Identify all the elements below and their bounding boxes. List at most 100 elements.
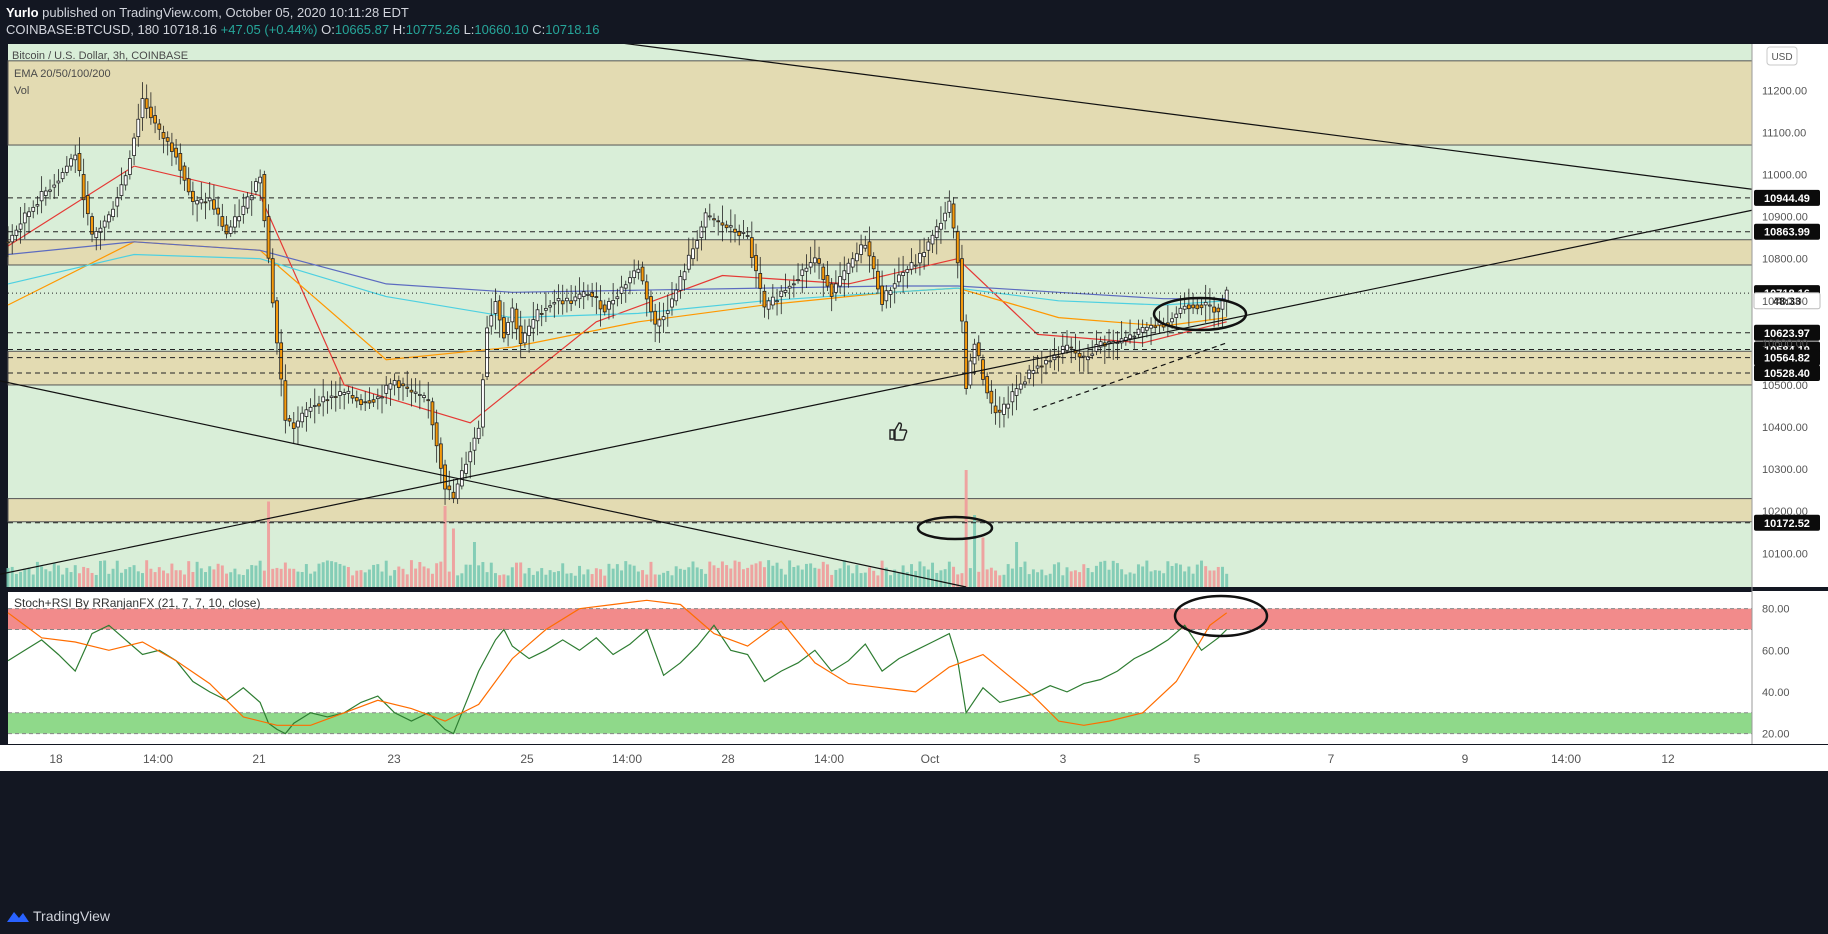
candle-body [1170,318,1174,323]
volume-bar [460,573,464,587]
volume-bar [716,567,720,587]
candle-body [556,298,561,302]
candle-body [720,222,725,226]
candle-body [594,296,599,298]
legend-vol: Vol [14,85,29,97]
price-tag-label: 10863.99 [1764,227,1810,239]
volume-bar [124,569,128,587]
price-tag-label: 10172.52 [1764,518,1810,530]
volume-bar [258,560,262,587]
candle-body [1098,341,1103,348]
candle-body [304,409,309,417]
candle-body [901,272,905,276]
price-tick-label: 11000.00 [1762,169,1807,181]
candle-body [955,230,960,264]
volume-bar [86,568,90,587]
author-name[interactable]: Yurlo [6,5,39,20]
volume-bar [960,573,964,587]
candle-body [144,98,149,109]
volume-bar [1124,574,1128,587]
candle-body [1090,353,1095,356]
candle-body [106,214,111,223]
footer-bar: TradingView [0,898,1828,934]
volume-bar [48,571,52,587]
volume-bar [922,566,926,587]
volume-bar [813,567,817,587]
candle-body [115,197,120,207]
candle-body [464,463,468,474]
volume-bar [279,568,283,587]
volume-bar [515,562,518,587]
volume-bar [23,568,27,587]
candle-body [808,262,813,268]
candle-body [1094,344,1099,352]
price-tag-label: 10528.40 [1764,368,1810,380]
volume-bar [758,561,762,587]
overlay-annotations [889,296,1269,638]
candle-body [758,273,763,289]
candle-body [846,262,851,274]
candle-body [384,384,389,394]
volume-bar [6,568,10,587]
volume-bar [351,575,355,587]
candle-body [291,422,296,429]
candle-body [707,215,712,218]
candle-body [1048,360,1053,363]
volume-bar [842,560,846,587]
candle-body [838,276,842,287]
volume-bar [947,561,951,587]
candle-body [195,200,199,205]
candle-body [661,316,666,321]
volume-bar [855,565,859,587]
candle-body [157,123,162,130]
volume-bar [540,568,544,587]
candle-body [1182,305,1187,310]
volume-bar [615,564,619,587]
candle-body [1203,301,1208,306]
candle-body [1039,365,1044,368]
trendline [0,209,1753,575]
candle-body [1191,304,1195,309]
volume-bar [603,575,607,587]
volume-bar [876,575,880,587]
volume-bar [1090,572,1094,587]
candle-body [1199,304,1204,309]
volume-bar [103,560,107,587]
volume-bar [636,571,640,587]
candle-body [1216,307,1221,313]
candle-body [560,300,565,305]
volume-bar [237,574,241,587]
currency-badge[interactable] [1766,46,1798,66]
volume-bar [952,566,956,587]
candle-body [111,208,115,217]
candle-body [396,380,401,388]
volume-bar [989,567,993,587]
volume-bar [838,568,842,587]
tradingview-logo-icon[interactable] [6,908,30,924]
volume-bar [212,569,216,587]
price-tag-bg [1754,349,1820,366]
indicator-title: Stoch+RSI By RRanjanFX (21, 7, 7, 10, cl… [14,596,260,610]
volume-bar [1073,570,1077,587]
volume-bar [662,572,666,587]
main-pane[interactable] [0,44,1828,744]
price-chart[interactable]: 10944.4910863.9910718.1648:3310623.97105… [0,44,1828,898]
candle-body [18,223,23,230]
volume-bar [325,560,329,587]
volume-bar [14,573,18,587]
volume-bar [569,573,573,587]
volume-bar [565,573,569,587]
volume-bar [800,569,804,587]
candle-body [884,290,889,302]
volume-bar [477,565,481,587]
volume-bar [641,570,645,587]
volume-bar [1149,571,1153,587]
price-tick-label: 10300.00 [1762,464,1808,476]
symbol-label: COINBASE:BTCUSD, 180 [6,22,160,37]
volume-bar [607,563,611,587]
volume-bar [372,564,376,587]
brand-name: TradingView [33,908,111,924]
indicator-pane[interactable] [7,592,1752,744]
candle-body [149,106,153,119]
candle-body [60,172,65,180]
